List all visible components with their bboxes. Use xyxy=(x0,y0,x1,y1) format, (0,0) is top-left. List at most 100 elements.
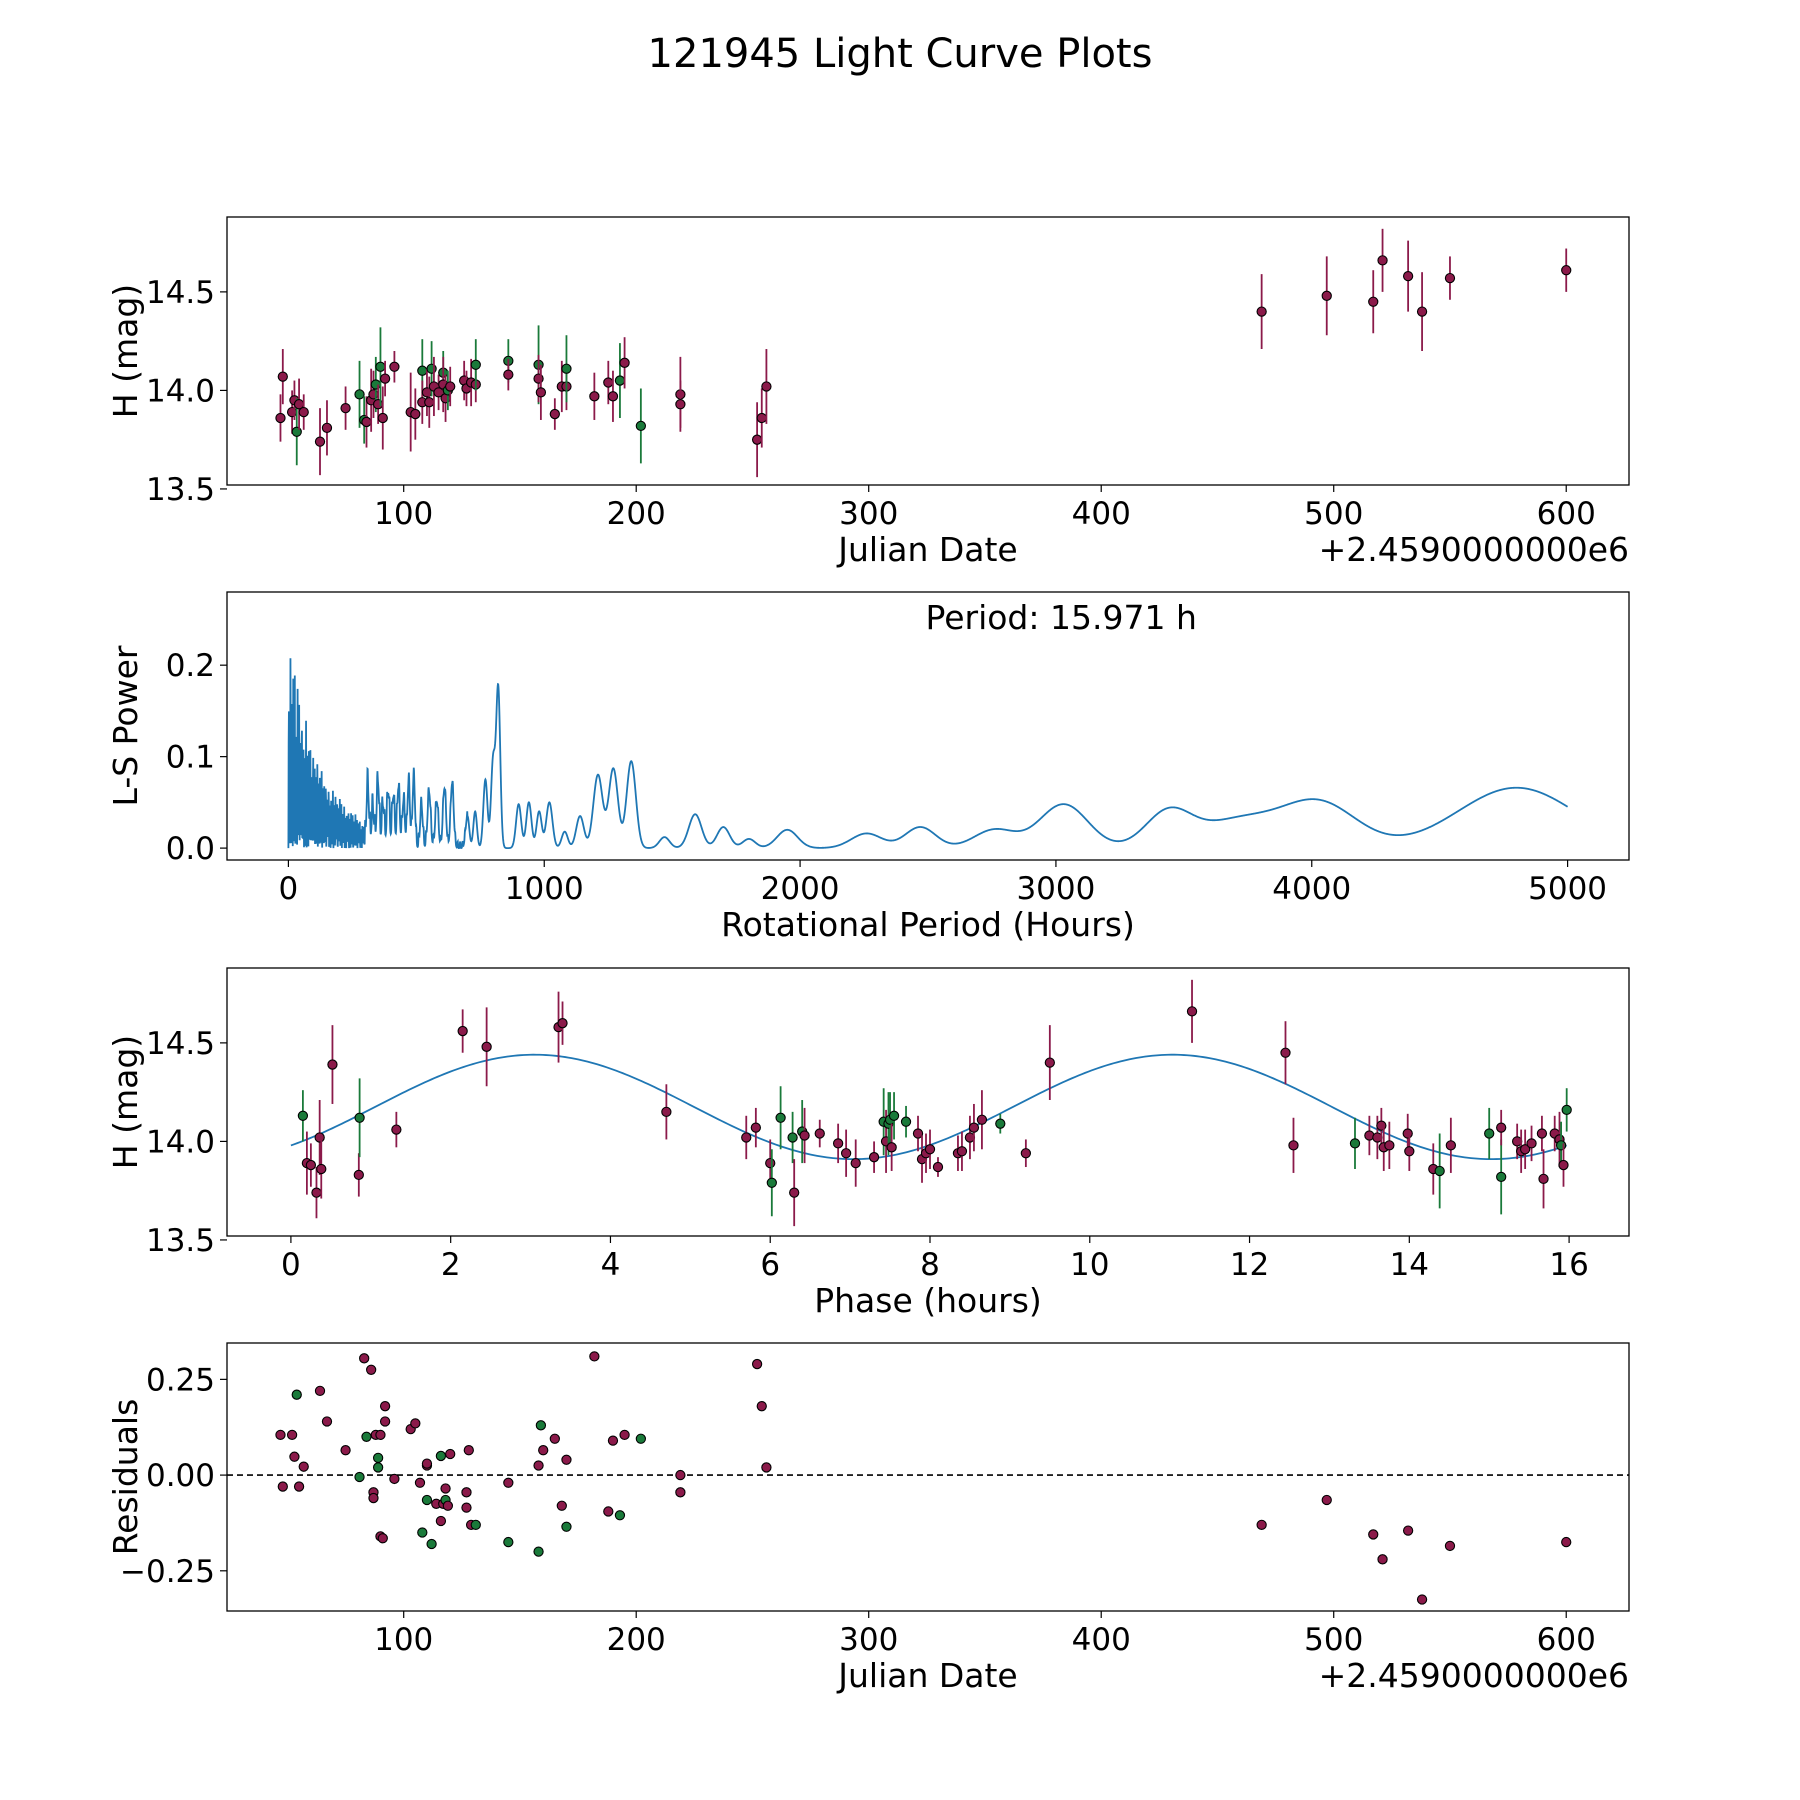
data-point xyxy=(298,1461,309,1472)
phase-folded-frame xyxy=(226,967,1630,1237)
data-point xyxy=(924,1144,936,1155)
data-point xyxy=(868,1152,880,1163)
data-point xyxy=(503,369,514,380)
data-point xyxy=(1256,1519,1267,1531)
phase-folded-y-tick-label: 14.0 xyxy=(146,1124,215,1160)
periodogram-x-tick-label: 4000 xyxy=(1272,871,1351,907)
data-point xyxy=(389,361,400,372)
phase-folded-plot-area xyxy=(290,979,1572,1227)
data-point xyxy=(354,1471,365,1483)
periodogram-x-axis-label: Rotational Period (Hours) xyxy=(721,905,1135,944)
light-curve-x-tick-label: 500 xyxy=(1304,496,1363,532)
data-point xyxy=(995,1118,1006,1129)
data-point xyxy=(366,1364,377,1375)
data-point xyxy=(354,389,365,400)
data-point xyxy=(289,1451,300,1462)
data-point xyxy=(614,375,626,386)
residuals-panel: 100 200 300 400 500 600 −0.25 0.00 0.25 Julian Da… xyxy=(106,1342,1630,1695)
data-point xyxy=(765,1157,776,1169)
data-point xyxy=(440,1483,451,1494)
data-point xyxy=(359,1353,370,1364)
data-point xyxy=(761,381,772,392)
periodogram-panel: 0 1000 2000 3000 4000 5000 0.0 0.1 0.2 Rotational… xyxy=(106,591,1630,944)
data-point xyxy=(277,1481,288,1492)
data-point xyxy=(561,363,572,374)
data-point xyxy=(603,1506,614,1517)
data-point xyxy=(607,1435,619,1446)
data-point xyxy=(293,1481,305,1492)
light-curve-y-tick-label: 13.5 xyxy=(146,472,215,508)
data-point xyxy=(775,1112,786,1123)
data-point xyxy=(614,1510,626,1521)
data-point xyxy=(275,1429,286,1441)
data-point xyxy=(850,1157,861,1169)
data-point xyxy=(1496,1171,1507,1183)
data-point xyxy=(305,1159,317,1171)
data-point xyxy=(832,1138,844,1149)
data-point xyxy=(787,1132,798,1143)
phase-folded-y-tick-label: 14.5 xyxy=(146,1026,215,1062)
data-point xyxy=(410,408,421,420)
data-point xyxy=(538,1445,549,1456)
data-point xyxy=(410,1418,421,1429)
data-point xyxy=(1434,1165,1445,1177)
data-point xyxy=(535,387,547,398)
data-point xyxy=(549,408,560,420)
residuals-x-tick-label: 600 xyxy=(1537,1622,1596,1658)
data-point xyxy=(840,1148,852,1159)
residuals-x-tick-label: 500 xyxy=(1304,1622,1363,1658)
light-curve-x-tick-label: 100 xyxy=(374,496,433,532)
data-point xyxy=(799,1130,810,1141)
data-point xyxy=(340,402,351,414)
residuals-frame xyxy=(226,1342,1630,1612)
data-point xyxy=(1368,296,1379,307)
residuals-y-tick-label: 0.00 xyxy=(146,1458,215,1494)
data-point xyxy=(354,1112,365,1123)
data-point xyxy=(417,1527,428,1538)
data-point xyxy=(327,1059,338,1070)
data-point xyxy=(900,1116,912,1127)
light-curve-x-axis-label: Julian Date xyxy=(836,530,1018,569)
periodogram-x-tick-label: 1000 xyxy=(505,871,584,907)
periodogram-period-annotation: Period: 15.971 h xyxy=(925,598,1196,637)
data-point xyxy=(1044,1057,1055,1068)
data-point xyxy=(1368,1529,1379,1540)
light-curve-panel: 100 200 300 400 500 600 13.5 14.0 14.5 Julian Dat… xyxy=(106,216,1630,569)
data-point xyxy=(314,1132,325,1143)
data-point xyxy=(391,1124,402,1135)
data-point xyxy=(426,1538,437,1550)
data-point xyxy=(912,1128,924,1139)
data-point xyxy=(1526,1138,1537,1149)
data-point xyxy=(1561,265,1572,276)
phase-folded-x-tick-label: 0 xyxy=(281,1247,301,1283)
data-point xyxy=(661,1106,672,1118)
residuals-y-tick-label: −0.25 xyxy=(120,1554,215,1590)
data-point xyxy=(1377,1554,1388,1565)
data-point xyxy=(789,1187,800,1198)
data-point xyxy=(756,412,767,424)
periodogram-y-tick-label: 0.2 xyxy=(166,648,215,684)
light-curve-frame xyxy=(226,216,1630,486)
data-point xyxy=(372,1452,384,1464)
data-point xyxy=(756,1401,767,1412)
light-curve-y-tick-label: 14.0 xyxy=(146,373,215,409)
data-point xyxy=(368,1492,379,1504)
data-point xyxy=(1444,272,1456,284)
data-point xyxy=(481,1041,492,1052)
data-point xyxy=(1519,1144,1531,1155)
data-point xyxy=(1536,1128,1548,1139)
data-point xyxy=(1404,1146,1415,1157)
data-point xyxy=(297,1110,309,1121)
residuals-x-tick-label: 400 xyxy=(1072,1622,1131,1658)
data-point xyxy=(535,1420,547,1431)
data-point xyxy=(766,1177,777,1188)
residuals-x-axis-label: Julian Date xyxy=(836,1656,1018,1695)
data-point xyxy=(1445,1140,1457,1151)
periodogram-x-tick-label: 0 xyxy=(279,871,299,907)
data-point xyxy=(379,1416,391,1427)
data-point xyxy=(741,1132,752,1143)
data-point xyxy=(275,412,286,424)
data-point xyxy=(461,1487,472,1498)
data-point xyxy=(1558,1159,1569,1171)
